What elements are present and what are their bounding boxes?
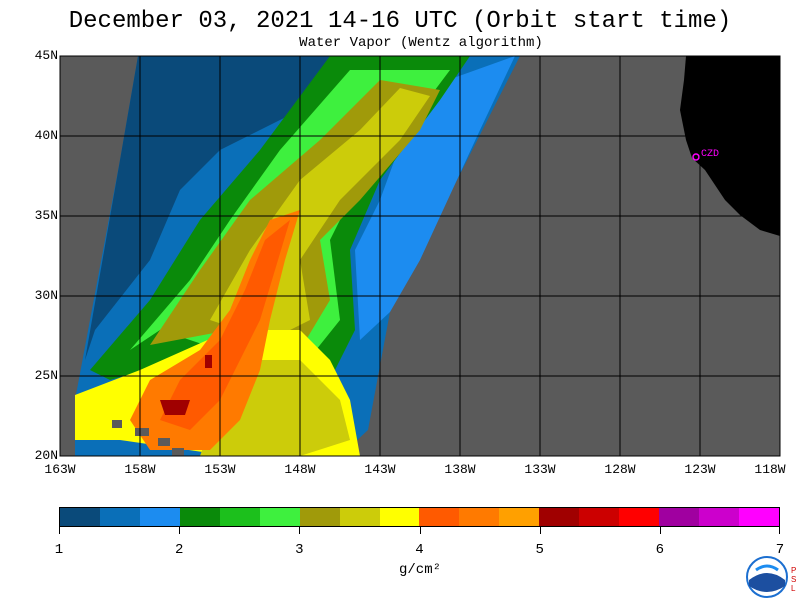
latitude-label: 40N: [34, 128, 58, 143]
colorbar: [59, 507, 780, 527]
colorbar-swatch: [579, 508, 620, 526]
longitude-label: 118W: [754, 462, 786, 477]
colorbar-swatch: [339, 508, 380, 526]
colorbar-swatch: [419, 508, 460, 526]
latitude-label: 20N: [34, 448, 58, 463]
colorbar-swatch: [179, 508, 220, 526]
colorbar-units: g/cm²: [398, 562, 441, 578]
latitude-label: 25N: [34, 368, 58, 383]
longitude-label: 148W: [284, 462, 316, 477]
colorbar-swatch: [499, 508, 540, 526]
colorbar-swatch: [139, 508, 180, 526]
latitude-label: 30N: [34, 288, 58, 303]
colorbar-tick-label: 3: [295, 542, 304, 558]
longitude-label: 128W: [604, 462, 636, 477]
noaa-logo-icon: [746, 556, 788, 598]
colorbar-swatch: [699, 508, 739, 526]
water-vapor-map: CZD: [59, 55, 781, 457]
colorbar-swatch: [219, 508, 260, 526]
colorbar-tick-label: 2: [174, 542, 184, 558]
colorbar-swatch: [379, 508, 420, 526]
longitude-label: 163W: [44, 462, 76, 477]
colorbar-swatch: [299, 508, 340, 526]
longitude-label: 123W: [684, 462, 716, 477]
satellite-swath: [75, 56, 520, 456]
colorbar-swatch: [259, 508, 300, 526]
colorbar-tick: [779, 527, 780, 534]
station-marker-czd: [692, 153, 700, 161]
longitude-label: 158W: [124, 462, 156, 477]
colorbar-swatch: [619, 508, 660, 526]
latitude-label: 45N: [34, 48, 58, 63]
map-title: December 03, 2021 14-16 UTC (Orbit start…: [68, 8, 732, 35]
colorbar-swatch: [459, 508, 500, 526]
colorbar-swatch: [99, 508, 140, 526]
colorbar-swatch: [60, 508, 100, 526]
map-frame: [59, 55, 781, 457]
colorbar-tick: [659, 527, 661, 534]
colorbar-tick-label: 7: [775, 542, 785, 558]
longitude-label: 143W: [364, 462, 396, 477]
longitude-label: 133W: [524, 462, 556, 477]
colorbar-swatch: [539, 508, 580, 526]
station-label: CZD: [701, 149, 719, 160]
map-subtitle: Water Vapor (Wentz algorithm): [299, 35, 543, 51]
colorbar-tick-label: 5: [535, 542, 544, 558]
colorbar-tick: [539, 527, 541, 534]
colorbar-tick-label: 4: [415, 542, 424, 558]
colorbar-tick: [299, 527, 301, 534]
colorbar-tick: [179, 527, 181, 534]
colorbar-swatch: [738, 508, 779, 526]
colorbar-swatch: [659, 508, 699, 526]
longitude-label: 138W: [444, 462, 476, 477]
grid-lines: [60, 56, 780, 456]
colorbar-tick-label: 6: [655, 542, 665, 558]
colorbar-tick: [419, 527, 421, 534]
colorbar-tick-label: 1: [54, 542, 64, 558]
latitude-label: 35N: [34, 208, 58, 223]
longitude-label: 153W: [204, 462, 236, 477]
colorbar-tick: [59, 527, 60, 534]
land-california: [680, 56, 780, 236]
